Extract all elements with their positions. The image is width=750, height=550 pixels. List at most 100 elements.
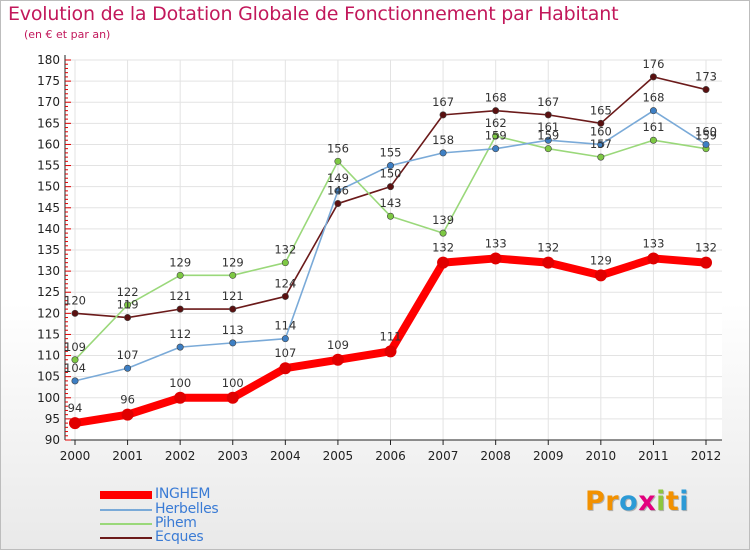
y-tick-label: 155 [37,159,60,173]
data-point-ecques [439,111,447,119]
legend-label: Ecques [155,529,204,545]
data-label-inghem: 100 [169,376,191,390]
data-label-inghem: 133 [642,236,664,250]
data-label-herbelles: 155 [380,146,402,160]
data-point-pihem [281,259,289,267]
data-label-ecques: 173 [695,70,717,84]
data-label-herbelles: 161 [537,120,559,134]
data-point-herbelles [124,364,132,372]
data-point-herbelles [439,149,447,157]
chart-subtitle: (en € et par an) [24,28,111,41]
data-label-pihem: 143 [380,196,402,210]
data-point-inghem [331,353,344,366]
data-point-herbelles [597,140,605,148]
legend-label: INGHEM [155,486,211,502]
data-point-pihem [597,153,605,161]
data-point-inghem [279,362,292,375]
data-label-inghem: 132 [432,241,454,255]
x-tick-label: 2008 [480,449,511,463]
y-tick-label: 135 [37,243,60,257]
y-tick-label: 150 [37,180,60,194]
data-point-ecques [71,309,79,317]
data-point-herbelles [176,343,184,351]
legend-swatch [100,509,152,511]
data-label-herbelles: 159 [485,129,507,143]
data-point-ecques [597,119,605,127]
data-label-ecques: 165 [590,103,612,117]
y-tick-label: 115 [37,327,60,341]
x-tick-label: 2000 [60,449,91,463]
x-tick-label: 2003 [217,449,248,463]
x-tick-label: 2010 [586,449,617,463]
x-tick-label: 2001 [112,449,143,463]
data-point-herbelles [386,162,394,170]
data-label-pihem: 139 [432,213,454,227]
y-tick-label: 145 [37,201,60,215]
data-point-ecques [229,305,237,313]
data-point-ecques [124,314,132,322]
data-label-inghem: 129 [590,253,612,267]
data-label-herbelles: 168 [642,91,664,105]
data-label-ecques: 124 [274,276,296,290]
data-label-pihem: 161 [642,120,664,134]
y-tick-label: 165 [37,116,60,130]
y-tick-label: 120 [37,306,60,320]
data-point-inghem [700,256,712,269]
data-label-ecques: 168 [485,91,507,105]
data-label-pihem: 156 [327,141,349,155]
y-tick-label: 95 [45,412,60,426]
data-point-pihem [124,301,132,309]
y-tick-label: 175 [37,74,60,88]
data-point-pihem [176,271,184,279]
data-point-ecques [176,305,184,313]
data-point-inghem [647,252,660,265]
x-tick-label: 2006 [375,449,406,463]
data-label-pihem: 162 [485,116,507,130]
data-label-ecques: 121 [222,289,244,303]
legend-label: Pihem [155,515,197,531]
x-tick-label: 2011 [638,449,669,463]
data-label-herbelles: 160 [590,124,612,138]
data-point-herbelles [281,335,289,343]
data-label-herbelles: 107 [117,348,139,362]
data-label-inghem: 96 [120,393,135,407]
x-tick-label: 2009 [533,449,564,463]
data-point-herbelles [71,377,79,385]
data-label-inghem: 132 [537,241,559,255]
data-label-herbelles: 158 [432,133,454,147]
data-label-herbelles: 114 [274,319,296,333]
data-label-pihem: 122 [117,285,139,299]
x-tick-label: 2002 [165,449,196,463]
proxiti-logo: Proxiti [585,486,690,517]
data-label-inghem: 111 [380,329,402,343]
legend-swatch [100,491,152,499]
x-tick-label: 2005 [323,449,354,463]
data-label-herbelles: 160 [695,124,717,138]
data-label-inghem: 109 [327,338,349,352]
data-label-ecques: 176 [642,57,664,71]
data-point-pihem [544,145,552,153]
data-point-herbelles [229,339,237,347]
data-point-inghem [226,391,239,404]
x-tick-label: 2007 [428,449,459,463]
y-tick-label: 100 [37,391,60,405]
data-label-pihem: 129 [169,255,191,269]
data-label-pihem: 109 [64,340,86,354]
data-label-inghem: 132 [695,241,717,255]
data-point-pihem [229,271,237,279]
data-point-pihem [649,136,657,144]
data-point-pihem [492,132,500,140]
data-point-inghem [384,345,397,358]
data-label-pihem: 159 [695,129,717,143]
data-label-ecques: 150 [380,167,402,181]
data-label-ecques: 121 [169,289,191,303]
data-label-inghem: 100 [222,376,244,390]
data-point-inghem [174,391,187,404]
data-point-inghem [437,256,450,269]
y-tick-label: 130 [37,264,60,278]
data-point-inghem [542,256,555,269]
y-tick-label: 180 [37,53,60,67]
data-label-pihem: 157 [590,137,612,151]
y-tick-label: 90 [45,433,60,447]
